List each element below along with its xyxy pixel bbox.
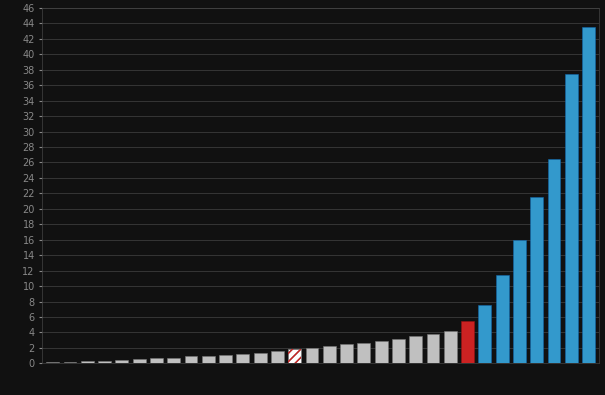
Bar	[98, 361, 111, 363]
Bar	[150, 358, 163, 363]
Bar	[513, 240, 526, 363]
Bar	[46, 362, 59, 363]
Bar	[167, 357, 180, 363]
Bar	[530, 197, 543, 363]
Bar	[409, 337, 422, 363]
Bar	[237, 354, 249, 363]
Bar	[306, 348, 318, 363]
Bar	[202, 356, 215, 363]
Bar	[288, 350, 301, 363]
Bar	[288, 350, 301, 363]
Bar	[116, 360, 128, 363]
Bar	[219, 355, 232, 363]
Bar	[392, 339, 405, 363]
Bar	[81, 361, 94, 363]
Bar	[427, 334, 439, 363]
Bar	[444, 331, 457, 363]
Bar	[479, 305, 491, 363]
Bar	[548, 159, 560, 363]
Bar	[565, 73, 578, 363]
Bar	[495, 275, 509, 363]
Bar	[253, 353, 267, 363]
Bar	[271, 351, 284, 363]
Bar	[358, 342, 370, 363]
Bar	[323, 346, 336, 363]
Bar	[582, 27, 595, 363]
Bar	[461, 321, 474, 363]
Bar	[340, 344, 353, 363]
Bar	[185, 356, 197, 363]
Bar	[374, 341, 388, 363]
Bar	[132, 359, 146, 363]
Bar	[64, 362, 76, 363]
